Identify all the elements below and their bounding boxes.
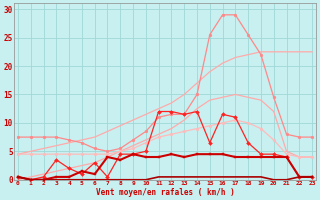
X-axis label: Vent moyen/en rafales ( km/h ): Vent moyen/en rafales ( km/h ) — [96, 188, 234, 197]
